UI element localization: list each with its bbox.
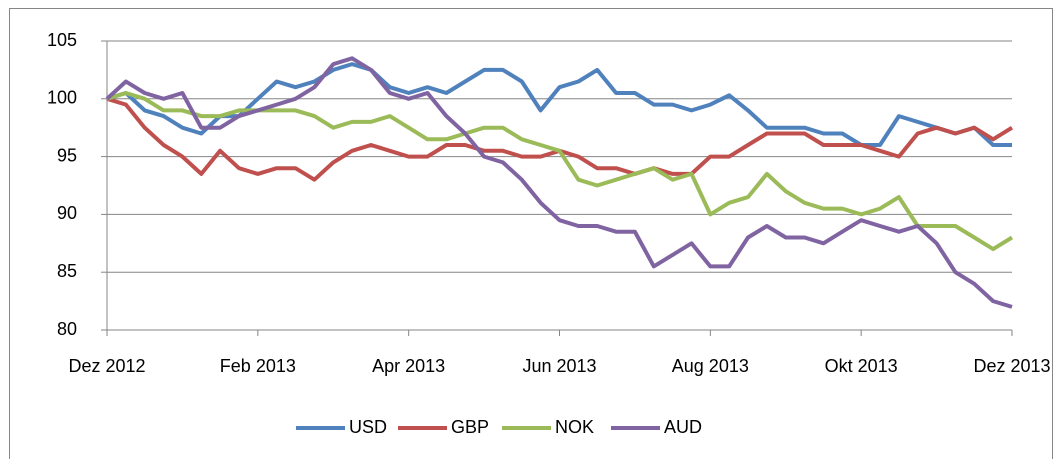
x-tick-label: Okt 2013 [825,356,898,376]
x-tick-label: Dez 2013 [973,356,1050,376]
y-tick-label: 90 [57,203,77,223]
x-tick-label: Apr 2013 [372,356,445,376]
x-tick-label: Jun 2013 [522,356,596,376]
series-line [106,62,1012,147]
legend-label: USD [349,417,387,437]
x-tick-label: Dez 2012 [68,356,145,376]
legend-label: AUD [664,417,702,437]
chart-border [9,8,1053,459]
y-tick-label: 85 [57,261,77,281]
x-tick-label: Aug 2013 [672,356,749,376]
y-tick-label: 105 [47,30,77,50]
y-tick-label: 100 [47,88,77,108]
legend-label: NOK [555,417,594,437]
legend-label: GBP [451,417,489,437]
y-tick-label: 80 [57,319,77,339]
series-line [105,56,1013,309]
y-tick-label: 95 [57,145,77,165]
x-tick-label: Feb 2013 [220,356,296,376]
